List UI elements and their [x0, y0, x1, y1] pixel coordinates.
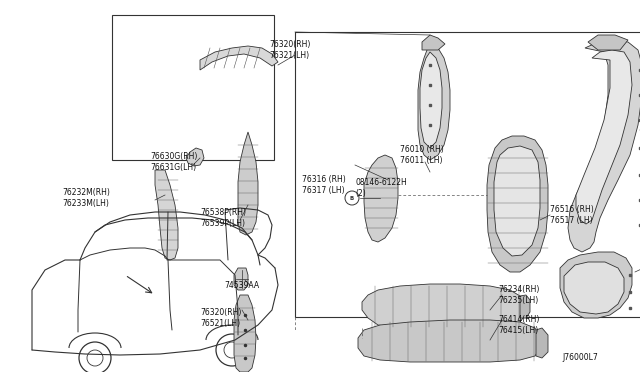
Polygon shape: [200, 46, 278, 70]
Text: 76516 (RH)
76517 (LH): 76516 (RH) 76517 (LH): [550, 205, 594, 225]
Polygon shape: [422, 35, 445, 50]
Text: 74539AA: 74539AA: [224, 280, 259, 289]
Polygon shape: [560, 252, 632, 318]
Text: 76316 (RH)
76317 (LH): 76316 (RH) 76317 (LH): [302, 175, 346, 195]
Text: 76414(RH)
76415(LH): 76414(RH) 76415(LH): [498, 315, 540, 335]
Polygon shape: [564, 262, 624, 314]
Polygon shape: [418, 42, 450, 160]
Polygon shape: [234, 268, 248, 290]
Text: 08146-6122H
(2): 08146-6122H (2): [355, 178, 407, 198]
Polygon shape: [494, 146, 540, 256]
Polygon shape: [576, 50, 632, 224]
Polygon shape: [186, 148, 204, 166]
Text: B: B: [350, 196, 354, 201]
Polygon shape: [487, 136, 548, 272]
Polygon shape: [358, 320, 540, 362]
Polygon shape: [520, 295, 530, 318]
Text: J76000L7: J76000L7: [562, 353, 598, 362]
Polygon shape: [420, 52, 442, 148]
Text: 76320(RH)
76321(LH): 76320(RH) 76321(LH): [269, 40, 310, 60]
Text: 76630G(RH)
76631G(LH): 76630G(RH) 76631G(LH): [150, 152, 197, 172]
Text: 76320(RH)
76521(LH): 76320(RH) 76521(LH): [200, 308, 241, 328]
Text: 76232M(RH)
76233M(LH): 76232M(RH) 76233M(LH): [62, 188, 110, 208]
Polygon shape: [588, 35, 628, 50]
Text: 76538P(RH)
76539P(LH): 76538P(RH) 76539P(LH): [200, 208, 246, 228]
Text: 76234(RH)
76235(LH): 76234(RH) 76235(LH): [498, 285, 540, 305]
Bar: [112, 15, 274, 160]
Polygon shape: [238, 132, 258, 235]
Polygon shape: [155, 170, 178, 260]
Text: 76010 (RH)
76011 (LH): 76010 (RH) 76011 (LH): [400, 145, 444, 165]
Polygon shape: [234, 295, 256, 372]
Polygon shape: [568, 40, 640, 252]
Polygon shape: [364, 155, 398, 242]
Bar: [295, 32, 640, 317]
Polygon shape: [362, 284, 525, 328]
Polygon shape: [536, 328, 548, 358]
